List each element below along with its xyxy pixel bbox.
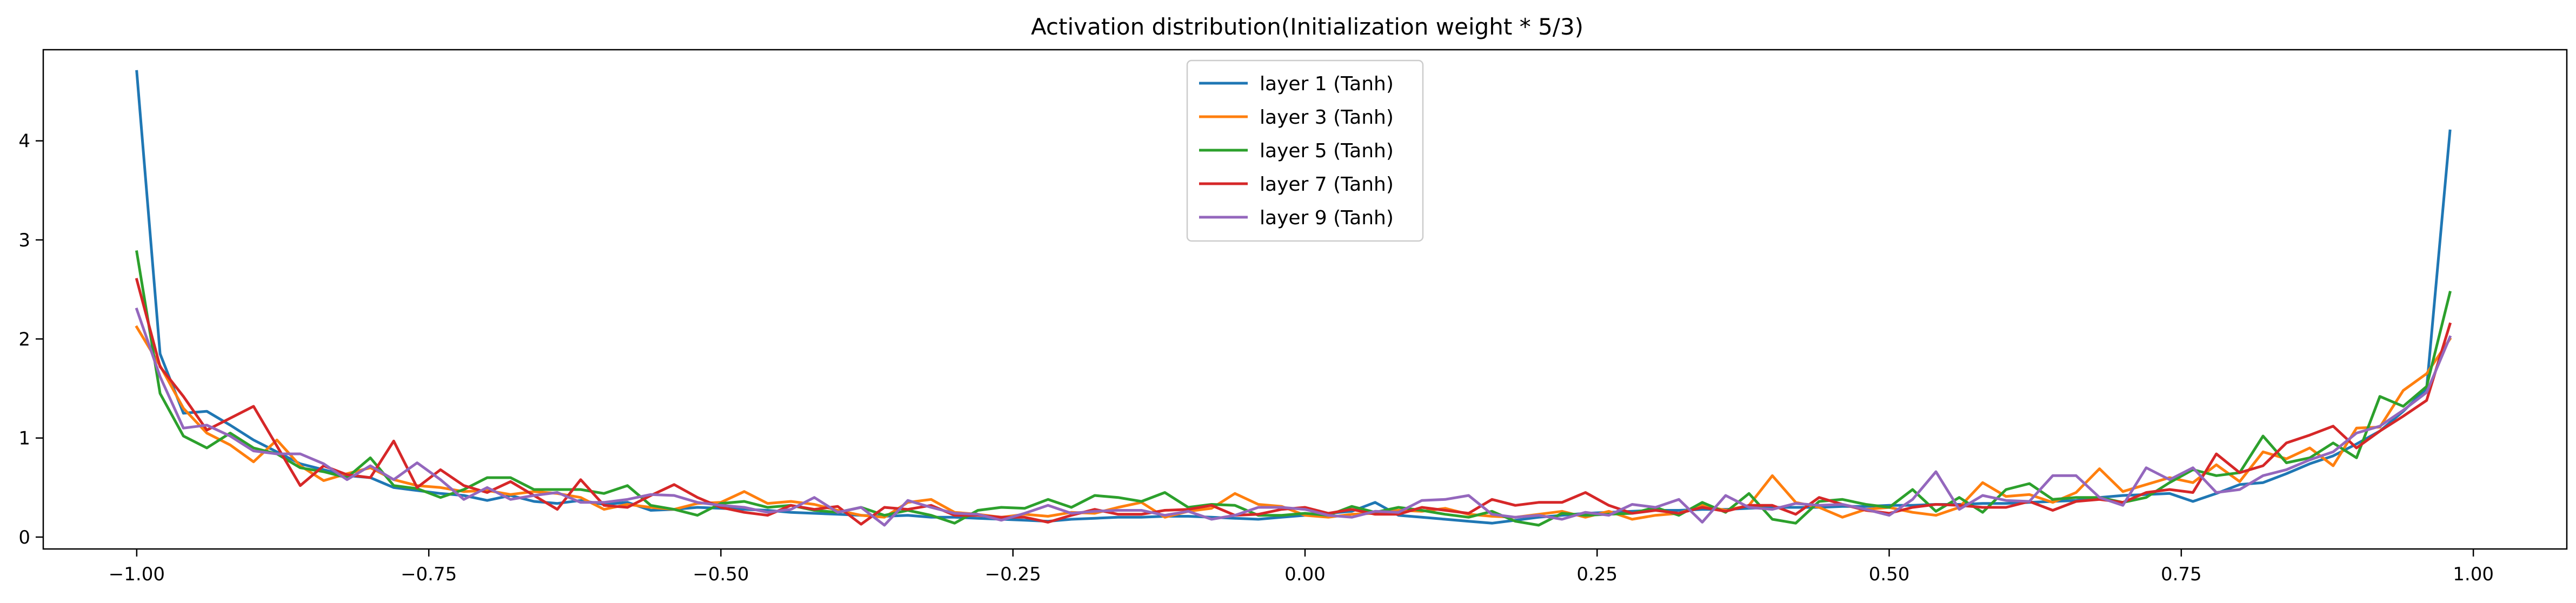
y-tick-label: 4 bbox=[18, 131, 30, 152]
plot-area bbox=[135, 70, 2452, 527]
y-tick-label: 1 bbox=[18, 428, 30, 450]
y-tick-label: 3 bbox=[18, 230, 30, 251]
y-tick-label: 0 bbox=[18, 527, 30, 548]
legend-entry-label: layer 1 (Tanh) bbox=[1260, 73, 1394, 95]
x-tick-label: −0.25 bbox=[985, 564, 1041, 585]
x-tick-label: −0.75 bbox=[401, 564, 457, 585]
legend-box bbox=[1186, 59, 1424, 242]
x-tick-label: −0.50 bbox=[693, 564, 749, 585]
legend-entry-label: layer 3 (Tanh) bbox=[1260, 106, 1394, 129]
legend-entry-label: layer 7 (Tanh) bbox=[1260, 173, 1394, 196]
axes: −1.00 −0.75 −0.50 −0.25 0.00 0.25 0.50 0.75 1.00… bbox=[18, 49, 2568, 585]
series-line-layer-5 bbox=[135, 250, 2452, 527]
series-line-layer-9 bbox=[135, 307, 2452, 527]
x-tick-label: 0.75 bbox=[2161, 564, 2202, 585]
chart-title: Activation distribution(Initialization w… bbox=[1031, 14, 1583, 40]
x-tick-label: 0.50 bbox=[1869, 564, 1910, 585]
x-tick-label: 0.25 bbox=[1576, 564, 1618, 585]
x-tick-label: 1.00 bbox=[2453, 564, 2494, 585]
legend-entry-label: layer 9 (Tanh) bbox=[1260, 207, 1394, 229]
x-tick-label: −1.00 bbox=[109, 564, 165, 585]
y-tick-label: 2 bbox=[18, 329, 30, 350]
legend-entry-label: layer 5 (Tanh) bbox=[1260, 140, 1394, 162]
legend: layer 1 (Tanh) layer 3 (Tanh) layer 5 (Tan… bbox=[1186, 59, 1424, 242]
x-tick-label: 0.00 bbox=[1284, 564, 1326, 585]
